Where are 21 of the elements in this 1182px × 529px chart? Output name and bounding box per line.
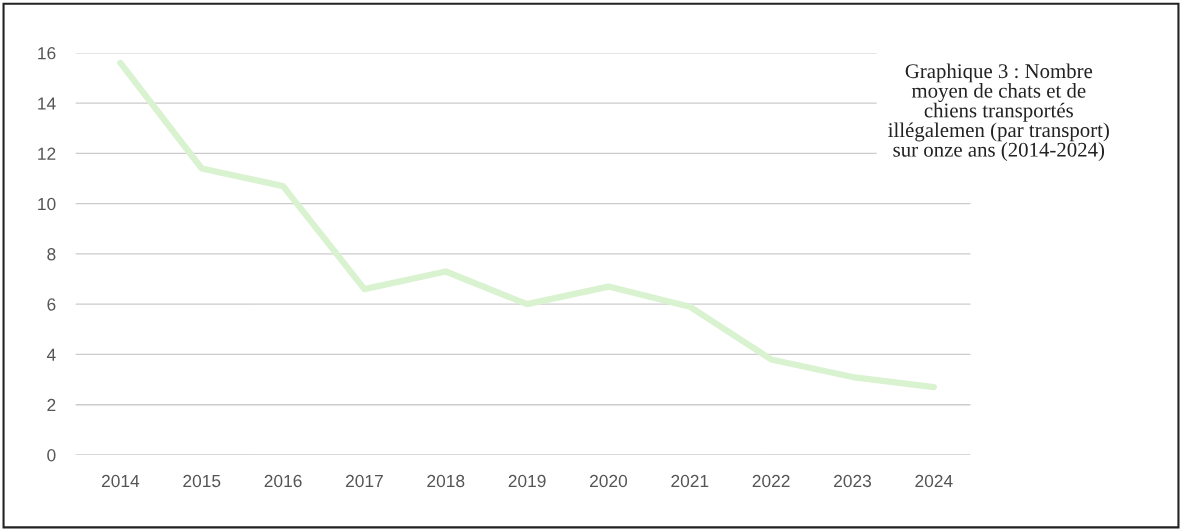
y-tick-label: 4 — [46, 348, 56, 361]
y-tick-label: 6 — [47, 298, 56, 311]
x-tick-label: 2018 — [427, 474, 465, 488]
x-tick-label: 2016 — [264, 474, 302, 488]
y-tick-label: 2 — [47, 398, 56, 411]
x-tick-label: 2015 — [183, 474, 221, 488]
y-tick-label: 0 — [47, 449, 56, 462]
y-tick-label: 8 — [47, 248, 56, 261]
x-tick-label: 2021 — [671, 474, 709, 488]
x-tick-label: 2024 — [915, 474, 953, 488]
x-tick-label: 2020 — [590, 474, 628, 488]
y-tick-label: 10 — [38, 197, 56, 211]
x-tick-label: 2019 — [508, 474, 546, 488]
y-tick-label: 16 — [38, 47, 56, 60]
x-tick-label: 2023 — [834, 474, 872, 488]
y-tick-label: 14 — [38, 97, 56, 110]
x-tick-label: 2022 — [752, 474, 790, 488]
x-tick-label: 2017 — [345, 474, 383, 488]
text: Graphique 3 : Nombre moyen de chats et de chiens transportés illégalemen (par transport) sur onze ans (2014-2024) — [888, 63, 1109, 162]
x-tick-label: 2014 — [101, 474, 140, 488]
y-tick-label: 12 — [38, 147, 56, 160]
